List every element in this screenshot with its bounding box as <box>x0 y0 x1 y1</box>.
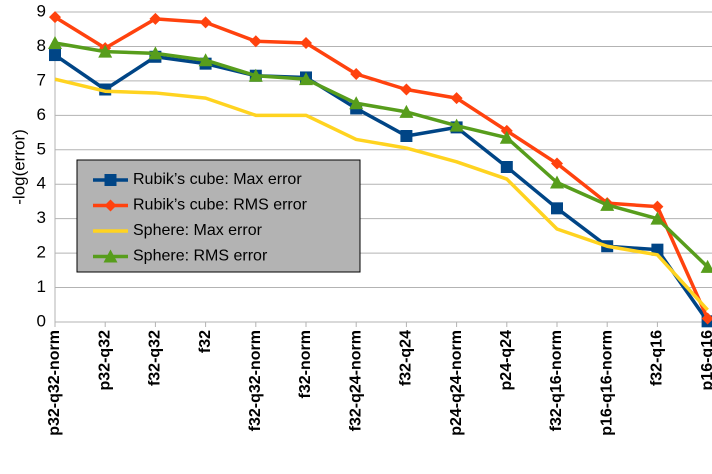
series-line <box>54 41 709 269</box>
data-point <box>98 44 113 58</box>
x-tick-label: p16-q16 <box>699 330 712 391</box>
data-point <box>449 118 464 132</box>
x-tick-label: p24-q24 <box>498 330 515 391</box>
legend: Rubik’s cube: Max error Rubik’s cube: RMS… <box>76 159 361 273</box>
series-line <box>54 77 709 312</box>
y-tick-label: 1 <box>37 277 46 296</box>
data-point <box>551 157 563 170</box>
data-point <box>199 16 212 29</box>
x-tick-label: p16-q16-norm <box>598 330 615 436</box>
y-tick-label: 8 <box>37 36 46 55</box>
x-tick-label: f32-norm <box>297 330 314 398</box>
x-tick-label: p32-q32 <box>96 330 113 391</box>
x-tick-label: p32-q32-norm <box>46 330 63 436</box>
x-tick-label: f32-q16-norm <box>548 330 565 431</box>
y-tick-label: 9 <box>37 1 46 20</box>
data-point <box>400 83 413 96</box>
x-tick-label: f32-q32 <box>147 330 164 386</box>
data-point <box>701 312 712 325</box>
y-tick-label: 7 <box>37 70 46 89</box>
x-tick-label: f32-q32-norm <box>247 330 264 431</box>
legend-label: Rubik’s cube: RMS error <box>133 197 308 214</box>
legend-label: Rubik’s cube: Max error <box>133 171 302 188</box>
y-tick-label: 3 <box>37 208 46 227</box>
data-point <box>149 12 162 25</box>
legend-marker <box>104 174 117 186</box>
data-point <box>550 175 564 189</box>
data-point <box>299 72 313 86</box>
y-tick-label: 4 <box>37 174 46 193</box>
data-point <box>249 35 262 48</box>
data-point <box>48 36 62 49</box>
data-point <box>49 11 61 24</box>
y-tick-label: 2 <box>37 243 46 262</box>
y-tick-label: 5 <box>37 139 46 158</box>
x-tick-label: f32-q24-norm <box>347 330 364 431</box>
x-tick-label: f32-q24 <box>398 330 415 386</box>
data-point <box>400 130 413 142</box>
data-point <box>500 161 513 173</box>
data-point <box>600 197 615 211</box>
y-axis-title: -log(error) <box>9 129 28 205</box>
x-tick-label: f32 <box>197 330 214 353</box>
y-tick-label: 0 <box>37 311 46 330</box>
legend-marker <box>104 199 117 212</box>
data-point <box>248 68 263 82</box>
x-tick-label: f32-q16 <box>649 330 666 386</box>
data-point <box>499 130 514 144</box>
legend-label: Sphere: RMS error <box>133 248 268 265</box>
data-point <box>350 68 363 80</box>
data-point <box>349 96 364 110</box>
data-point <box>450 92 463 105</box>
legend-label: Sphere: Max error <box>133 222 263 239</box>
y-tick-label: 6 <box>37 105 46 124</box>
data-point <box>551 202 563 215</box>
data-point <box>148 46 163 60</box>
data-point <box>700 259 712 273</box>
data-point <box>300 37 312 49</box>
legend-marker <box>103 249 118 263</box>
x-tick-label: p24-q24-norm <box>448 330 465 436</box>
series-line <box>54 15 710 320</box>
data-point <box>399 104 414 118</box>
data-point <box>49 49 61 62</box>
data-point <box>651 200 664 213</box>
series-line <box>54 53 710 323</box>
data-point <box>198 53 213 67</box>
data-point <box>650 211 665 225</box>
